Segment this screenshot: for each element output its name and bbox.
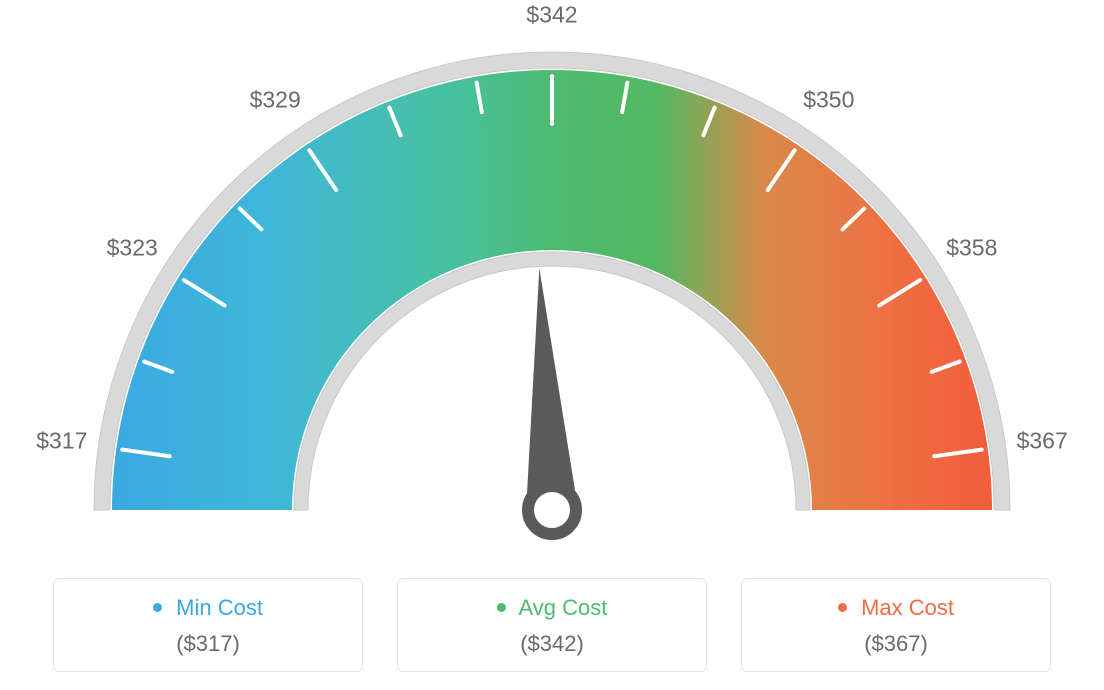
gauge-tick-label: $350 (803, 86, 854, 113)
legend-title-avg: Avg Cost (408, 595, 696, 621)
gauge-tick-label: $342 (526, 2, 577, 29)
legend-card-min: Min Cost ($317) (53, 578, 363, 672)
dot-icon (153, 603, 162, 612)
gauge-tick-label: $329 (250, 86, 301, 113)
gauge-tick-label: $323 (107, 234, 158, 261)
gauge-svg (0, 0, 1104, 560)
legend-card-max: Max Cost ($367) (741, 578, 1051, 672)
legend-title-text: Max Cost (861, 595, 954, 620)
legend-card-avg: Avg Cost ($342) (397, 578, 707, 672)
legend-value-min: ($317) (64, 631, 352, 657)
gauge-chart: $317 $323 $329 $342 $350 $358 $367 (0, 0, 1104, 560)
gauge-tick-label: $317 (36, 428, 87, 455)
legend-title-max: Max Cost (752, 595, 1040, 621)
legend-title-text: Min Cost (176, 595, 263, 620)
legend-row: Min Cost ($317) Avg Cost ($342) Max Cost… (0, 578, 1104, 672)
dot-icon (838, 603, 847, 612)
legend-value-avg: ($342) (408, 631, 696, 657)
legend-title-text: Avg Cost (519, 595, 608, 620)
dot-icon (497, 603, 506, 612)
gauge-tick-label: $367 (1017, 428, 1068, 455)
gauge-tick-label: $358 (946, 234, 997, 261)
legend-value-max: ($367) (752, 631, 1040, 657)
legend-title-min: Min Cost (64, 595, 352, 621)
